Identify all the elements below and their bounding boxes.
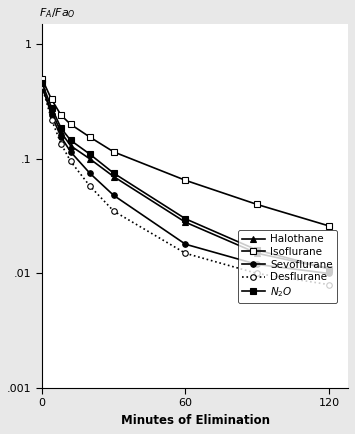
Legend: Halothane, Isoflurane, Sevoflurane, Desflurane, $N_2O$: Halothane, Isoflurane, Sevoflurane, Desf… [237,230,337,303]
X-axis label: Minutes of Elimination: Minutes of Elimination [120,414,269,427]
Text: $F_A/Fa_O$: $F_A/Fa_O$ [39,7,76,20]
